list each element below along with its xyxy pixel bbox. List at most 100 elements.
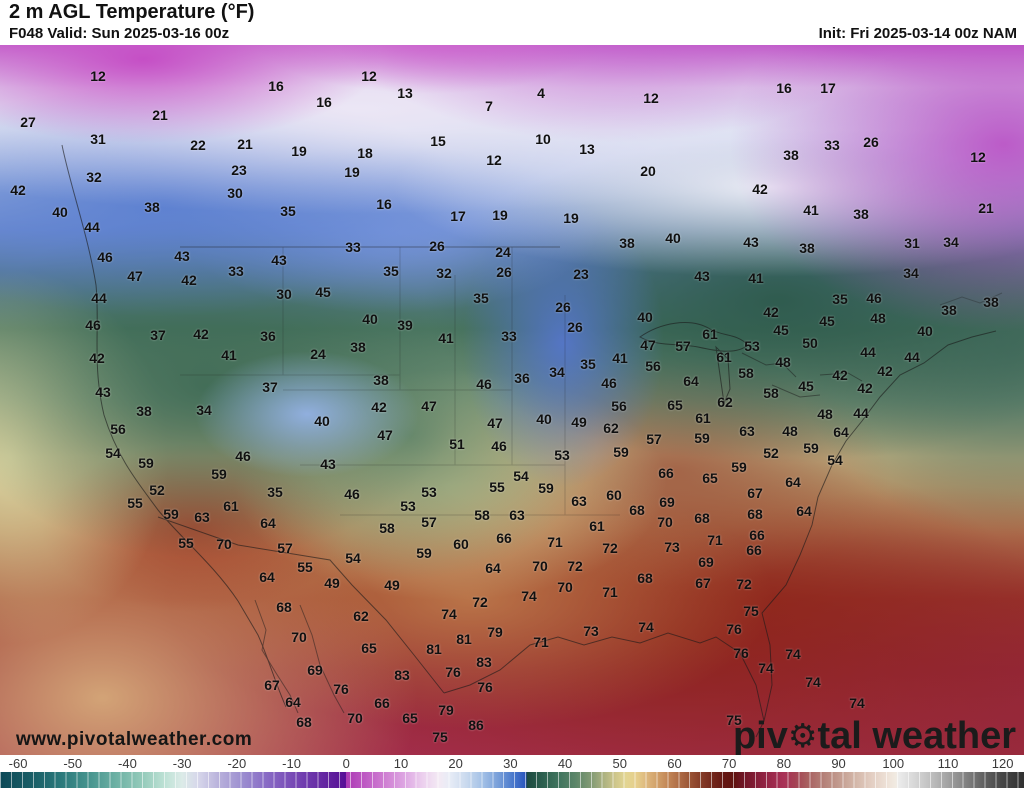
temperature-value-label: 19 — [563, 210, 579, 226]
temperature-value-label: 81 — [456, 631, 472, 647]
temperature-value-label: 74 — [805, 674, 821, 690]
valid-time-label: F048 Valid: Sun 2025-03-16 00z — [9, 25, 230, 42]
temperature-value-label: 41 — [438, 330, 454, 346]
color-scale-tick: 80 — [776, 756, 792, 771]
temperature-value-label: 45 — [819, 313, 835, 329]
temperature-value-label: 45 — [315, 284, 331, 300]
temperature-value-label: 71 — [533, 634, 549, 650]
temperature-value-label: 13 — [579, 141, 595, 157]
temperature-value-label: 40 — [52, 204, 68, 220]
temperature-value-label: 27 — [20, 114, 36, 130]
color-scale-tick: 70 — [721, 756, 737, 771]
temperature-value-label: 43 — [743, 234, 759, 250]
temperature-value-label: 74 — [441, 606, 457, 622]
temperature-value-label: 62 — [603, 420, 619, 436]
temperature-value-label: 40 — [362, 311, 378, 327]
temperature-value-label: 30 — [276, 286, 292, 302]
temperature-value-label: 48 — [775, 354, 791, 370]
temperature-value-label: 16 — [316, 94, 332, 110]
temperature-value-label: 41 — [221, 347, 237, 363]
temperature-value-label: 70 — [291, 629, 307, 645]
temperature-value-label: 36 — [260, 328, 276, 344]
temperature-value-label: 61 — [589, 518, 605, 534]
temperature-value-label: 34 — [943, 234, 959, 250]
temperature-value-label: 61 — [716, 349, 732, 365]
temperature-value-label: 42 — [193, 326, 209, 342]
temperature-value-label: 23 — [231, 162, 247, 178]
temperature-value-label: 63 — [571, 493, 587, 509]
temperature-value-label: 46 — [866, 290, 882, 306]
temperature-value-label: 71 — [602, 584, 618, 600]
temperature-value-label: 79 — [487, 624, 503, 640]
temperature-value-label: 53 — [744, 338, 760, 354]
temperature-value-label: 54 — [827, 452, 843, 468]
temperature-value-label: 64 — [796, 503, 812, 519]
temperature-value-label: 68 — [276, 599, 292, 615]
temperature-value-label: 44 — [860, 344, 876, 360]
temperature-value-label: 66 — [374, 695, 390, 711]
color-scale-tick-labels: -60 -50 -40 -30 -20 -10 0 10 20 30 40 50 60 70 80 90 100… — [0, 756, 1024, 771]
temperature-value-label: 46 — [235, 448, 251, 464]
temperature-value-label: 35 — [383, 263, 399, 279]
temperature-value-label: 62 — [717, 394, 733, 410]
header: 2 m AGL Temperature (°F) F048 Valid: Sun… — [0, 0, 1024, 45]
temperature-value-label: 57 — [675, 338, 691, 354]
temperature-value-label: 73 — [583, 623, 599, 639]
temperature-value-label: 40 — [637, 309, 653, 325]
temperature-value-label: 65 — [402, 710, 418, 726]
temperature-value-label: 19 — [291, 143, 307, 159]
temperature-value-label: 42 — [10, 182, 26, 198]
temperature-value-label: 59 — [163, 506, 179, 522]
temperature-value-label: 61 — [223, 498, 239, 514]
temperature-value-label: 74 — [521, 588, 537, 604]
temperature-value-label: 12 — [643, 90, 659, 106]
temperature-value-label: 59 — [538, 480, 554, 496]
temperature-value-label: 44 — [91, 290, 107, 306]
temperature-value-label: 61 — [695, 410, 711, 426]
temperature-value-label: 38 — [619, 235, 635, 251]
temperature-value-label: 63 — [509, 507, 525, 523]
temperature-value-label: 57 — [421, 514, 437, 530]
temperature-value-label: 62 — [353, 608, 369, 624]
temperature-value-label: 70 — [347, 710, 363, 726]
temperature-value-label: 43 — [95, 384, 111, 400]
temperature-value-label: 42 — [181, 272, 197, 288]
temperature-value-label: 76 — [726, 621, 742, 637]
temperature-value-label: 32 — [86, 169, 102, 185]
temperature-value-label: 70 — [557, 579, 573, 595]
temperature-value-label: 55 — [127, 495, 143, 511]
temperature-value-label: 81 — [426, 641, 442, 657]
color-scale-tick: 100 — [882, 756, 905, 771]
temperature-value-label: 37 — [262, 379, 278, 395]
temperature-value-label: 22 — [190, 137, 206, 153]
color-scale-cell-dividers — [0, 772, 1024, 788]
temperature-value-label: 58 — [474, 507, 490, 523]
temperature-value-label: 38 — [941, 302, 957, 318]
temperature-value-label: 19 — [344, 164, 360, 180]
temperature-value-label: 67 — [695, 575, 711, 591]
temperature-value-label: 53 — [554, 447, 570, 463]
temperature-value-label: 83 — [394, 667, 410, 683]
temperature-value-label: 71 — [547, 534, 563, 550]
temperature-value-label: 21 — [237, 136, 253, 152]
temperature-value-label: 68 — [637, 570, 653, 586]
color-scale-tick: 40 — [557, 756, 573, 771]
temperature-value-label: 45 — [773, 322, 789, 338]
temperature-value-label: 66 — [746, 542, 762, 558]
temperature-value-label: 26 — [555, 299, 571, 315]
temperature-value-label: 44 — [84, 219, 100, 235]
temperature-value-label: 38 — [853, 206, 869, 222]
temperature-value-label: 55 — [178, 535, 194, 551]
temperature-value-label: 30 — [227, 185, 243, 201]
temperature-value-label: 59 — [613, 444, 629, 460]
temperature-value-label: 49 — [324, 575, 340, 591]
temperature-value-label: 33 — [228, 263, 244, 279]
temperature-value-label: 47 — [127, 268, 143, 284]
temperature-value-label: 32 — [436, 265, 452, 281]
temperature-value-label: 67 — [747, 485, 763, 501]
temperature-value-label: 55 — [297, 559, 313, 575]
temperature-value-label: 42 — [832, 367, 848, 383]
color-scale-tick: -10 — [282, 756, 301, 771]
temperature-value-label: 67 — [264, 677, 280, 693]
